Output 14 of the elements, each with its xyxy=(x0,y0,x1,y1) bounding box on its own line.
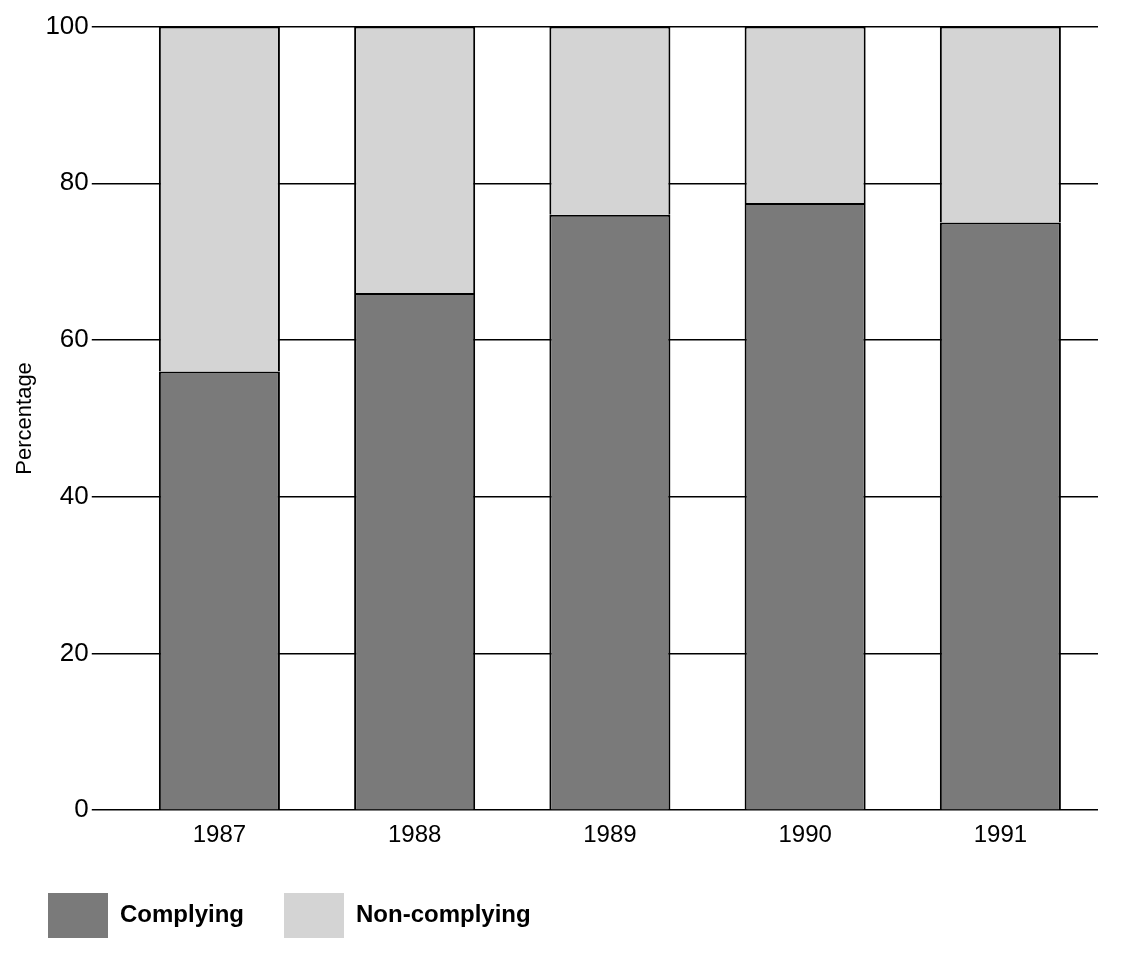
legend-label: Non-complying xyxy=(356,900,531,928)
y-tick-label: 100 xyxy=(45,9,89,40)
legend-label: Complying xyxy=(120,900,244,928)
y-tick-label: 0 xyxy=(74,793,89,824)
x-tick-label: 1989 xyxy=(583,820,637,848)
y-tick-label: 40 xyxy=(59,479,89,510)
y-tick-label: 20 xyxy=(59,636,89,667)
x-tick-label: 1987 xyxy=(192,820,247,848)
x-tick-label: 1991 xyxy=(973,820,1028,848)
x-tick-label: 1988 xyxy=(387,820,442,848)
y-tick-label: 80 xyxy=(59,166,89,197)
y-tick-label: 60 xyxy=(59,323,89,354)
y-axis-title: Percentage xyxy=(11,362,37,475)
x-tick-label: 1990 xyxy=(778,820,832,848)
